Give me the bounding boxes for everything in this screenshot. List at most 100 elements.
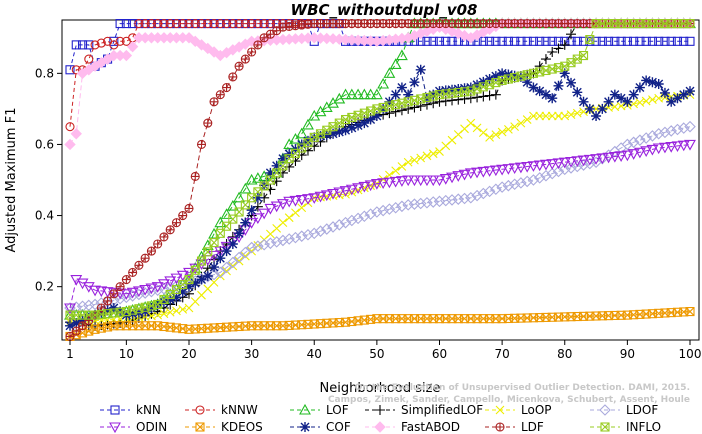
data-point bbox=[616, 36, 626, 46]
data-point bbox=[102, 305, 113, 316]
data-point bbox=[665, 142, 678, 153]
data-point bbox=[302, 228, 314, 241]
data-point bbox=[491, 130, 501, 140]
data-point bbox=[478, 128, 488, 137]
data-point bbox=[365, 114, 376, 125]
data-point bbox=[201, 270, 214, 283]
data-point bbox=[433, 175, 446, 187]
data-point bbox=[666, 36, 676, 46]
legend-marker bbox=[195, 422, 205, 432]
data-point bbox=[359, 118, 370, 129]
data-point bbox=[478, 91, 489, 102]
data-point bbox=[522, 36, 532, 46]
data-point bbox=[464, 168, 477, 180]
data-point bbox=[395, 49, 408, 61]
data-point bbox=[120, 291, 133, 304]
data-point bbox=[610, 36, 620, 46]
data-point bbox=[134, 260, 144, 270]
data-point bbox=[458, 169, 471, 181]
data-point bbox=[508, 178, 521, 191]
data-point bbox=[578, 51, 589, 61]
data-point bbox=[434, 36, 445, 46]
x-tick-label: 90 bbox=[620, 347, 635, 361]
series-line bbox=[69, 23, 690, 327]
data-point bbox=[597, 36, 607, 46]
data-point bbox=[289, 231, 302, 244]
data-point bbox=[370, 88, 383, 100]
data-point bbox=[308, 193, 321, 204]
data-point bbox=[128, 267, 138, 277]
data-point bbox=[490, 89, 501, 100]
data-point bbox=[678, 89, 689, 100]
data-point bbox=[184, 203, 194, 213]
data-point bbox=[364, 88, 377, 100]
data-point bbox=[396, 200, 408, 213]
data-point bbox=[377, 77, 390, 89]
data-point bbox=[422, 151, 432, 161]
data-point bbox=[184, 275, 194, 285]
x-tick-label: 100 bbox=[679, 347, 702, 361]
data-point bbox=[483, 166, 496, 177]
data-point bbox=[409, 77, 420, 88]
data-point bbox=[477, 187, 490, 200]
y-tick-label: 0.6 bbox=[35, 137, 54, 151]
data-point bbox=[145, 283, 158, 295]
legend-item-knn: kNN bbox=[100, 403, 161, 417]
data-point bbox=[140, 253, 150, 263]
data-point bbox=[165, 225, 175, 235]
data-point bbox=[134, 19, 144, 29]
data-point bbox=[277, 234, 289, 247]
y-axis: 0.2 0.4 0.6 0.8 bbox=[35, 66, 62, 294]
data-point bbox=[371, 111, 382, 121]
data-point bbox=[497, 36, 507, 46]
data-point bbox=[665, 125, 677, 137]
x-tick-label: 40 bbox=[307, 347, 322, 361]
data-point bbox=[295, 195, 308, 206]
data-point bbox=[345, 184, 358, 196]
data-point bbox=[604, 36, 614, 46]
data-point bbox=[170, 273, 183, 285]
data-point bbox=[115, 282, 125, 292]
data-point bbox=[679, 36, 689, 46]
series-simplifiedlof bbox=[65, 18, 695, 331]
data-point bbox=[178, 19, 188, 29]
data-point bbox=[408, 175, 421, 187]
data-point bbox=[672, 93, 683, 104]
chart-title: WBC_withoutdupl_v08 bbox=[291, 1, 478, 19]
data-point bbox=[496, 164, 509, 176]
data-point bbox=[203, 247, 213, 257]
data-point bbox=[671, 123, 684, 136]
data-point bbox=[115, 19, 125, 29]
data-point bbox=[422, 36, 432, 46]
data-point bbox=[414, 197, 427, 210]
legend-marker bbox=[600, 422, 610, 432]
data-point bbox=[633, 147, 646, 159]
data-point bbox=[396, 82, 407, 93]
data-point bbox=[621, 138, 634, 151]
data-point bbox=[559, 68, 570, 79]
data-point bbox=[353, 120, 364, 131]
data-point bbox=[276, 199, 289, 210]
data-point bbox=[547, 111, 557, 121]
legend-item-lof: LOF bbox=[290, 403, 349, 417]
legend-label: kNNW bbox=[221, 403, 258, 417]
legend-marker bbox=[299, 403, 311, 415]
legend-item-simplifiedlof: SimplifiedLOF bbox=[365, 403, 483, 417]
data-point bbox=[685, 307, 695, 317]
data-point bbox=[77, 315, 88, 326]
data-point bbox=[352, 88, 365, 100]
x-tick-label: 50 bbox=[369, 347, 384, 361]
legend-label: LoOP bbox=[521, 403, 552, 417]
legend-marker bbox=[599, 404, 611, 416]
data-point bbox=[533, 172, 546, 184]
data-point bbox=[239, 246, 252, 259]
legend-label: KDEOS bbox=[221, 420, 263, 434]
data-point bbox=[327, 188, 339, 200]
data-point bbox=[170, 280, 183, 292]
data-point bbox=[339, 88, 352, 100]
data-point bbox=[671, 141, 684, 152]
data-point bbox=[82, 282, 95, 293]
data-point bbox=[571, 156, 584, 167]
data-point bbox=[264, 203, 277, 215]
data-point bbox=[215, 90, 225, 100]
